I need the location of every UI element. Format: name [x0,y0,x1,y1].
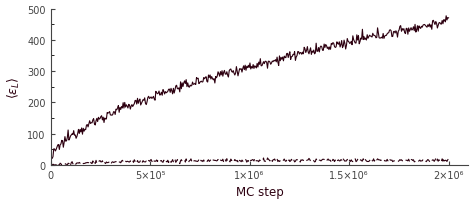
Y-axis label: $\langle\varepsilon_L\rangle$: $\langle\varepsilon_L\rangle$ [6,76,22,99]
X-axis label: MC step: MC step [236,185,283,198]
